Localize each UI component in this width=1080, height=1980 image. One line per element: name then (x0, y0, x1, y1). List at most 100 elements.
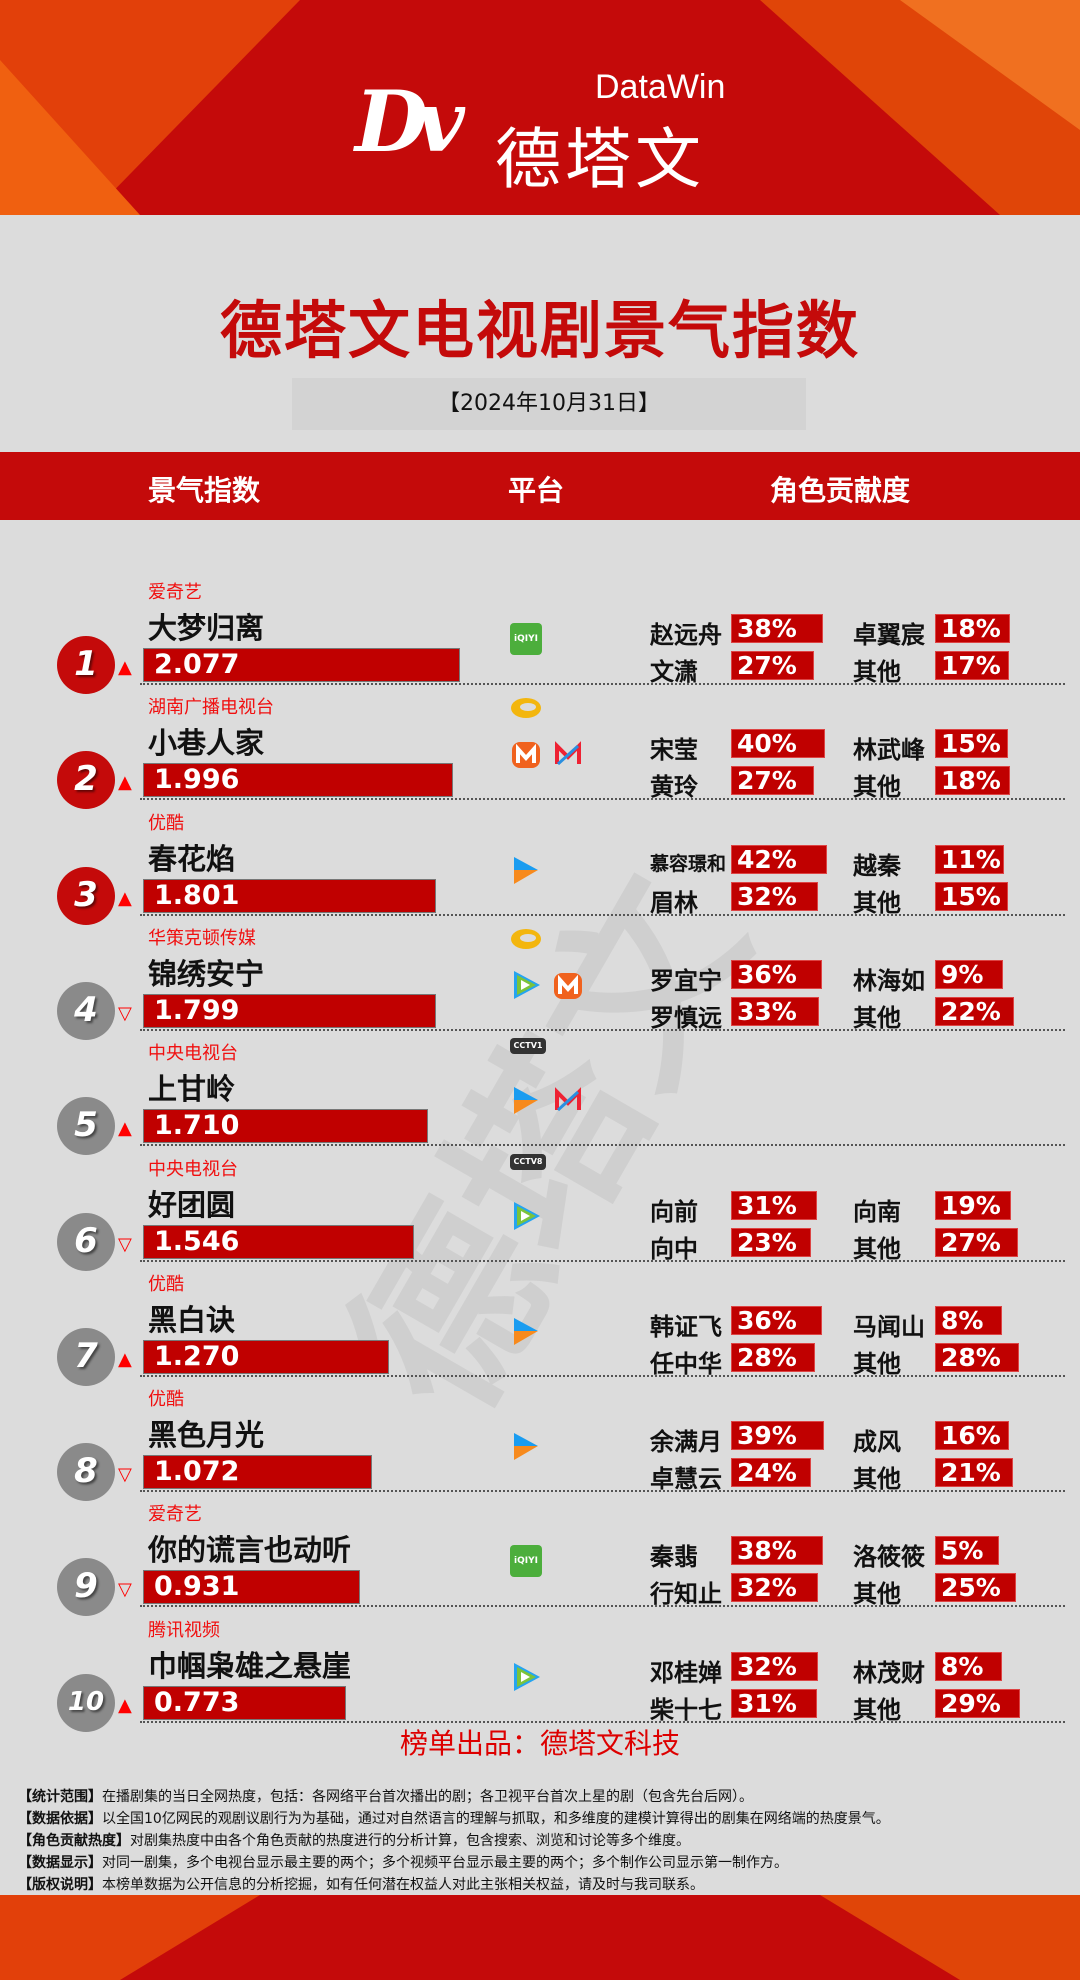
rank-badge: 7 (57, 1327, 115, 1386)
role-share-bar: 21% (935, 1458, 1013, 1488)
note-text: 对同一剧集，多个电视台显示最主要的两个；多个视频平台显示最主要的两个；多个制作公… (102, 1855, 788, 1871)
role-name: 洛筱筱 (853, 1543, 925, 1572)
index-bar: 1.801 (143, 878, 436, 913)
note-key: 【数据依据】 (18, 1811, 102, 1827)
show-title[interactable]: 你的谎言也动听 (148, 1533, 352, 1568)
role-name: 其他 (853, 1695, 901, 1724)
ranking-row: 8 ▽ 优酷 黑色月光 1.072 余满月 39% 成风 16% 卓慧云 24% 其他 21% (0, 1382, 1080, 1502)
migu-icon (552, 1084, 584, 1116)
footer-decoration (0, 1895, 1080, 1980)
col-index: 景气指数 (148, 474, 261, 507)
role-share-bar: 38% (731, 614, 824, 643)
rank-badge: 8 (57, 1443, 115, 1502)
role-name: 秦翡 (650, 1543, 698, 1572)
show-title[interactable]: 春花焰 (148, 841, 236, 876)
role-share-bar: 31% (731, 1190, 818, 1220)
credit: 榜单出品：德塔文科技 (399, 1727, 680, 1760)
index-bar: 1.996 (143, 763, 453, 798)
ranking-row: 7 ▲ 优酷 黑白诀 1.270 韩证飞 36% 马闻山 8% 任中华 28% 其他 28% (0, 1267, 1080, 1386)
show-title[interactable]: 黑白诀 (148, 1302, 236, 1337)
show-title[interactable]: 好团圆 (148, 1187, 236, 1222)
role-name: 余满月 (650, 1428, 722, 1457)
note-line: 【数据依据】以全国10亿网民的观剧议剧行为为基础，通过对自然语言的理解与抓取，和… (18, 1808, 890, 1830)
row-divider (140, 1374, 1065, 1377)
producer-label: 中央电视台 (148, 1158, 238, 1180)
index-bar: 0.773 (143, 1685, 347, 1720)
tencent-video-icon (510, 1200, 542, 1232)
youku-icon (510, 1315, 542, 1347)
role-name: 罗慎远 (650, 1003, 722, 1032)
show-title[interactable]: 大梦归离 (148, 611, 265, 645)
ranking-row: 4 ▽ 华策克顿传媒 锦绣安宁 1.799 罗宜宁 36% 林海如 9% 罗慎远 33% 其他 22% (0, 921, 1080, 1040)
role-name: 卓慧云 (650, 1465, 722, 1494)
trend-up-icon: ▲ (118, 657, 132, 678)
role-share-bar: 27% (731, 651, 814, 680)
role-share-bar: 40% (731, 729, 825, 759)
rank-badge: 9 (57, 1558, 115, 1617)
role-name: 慕容璟和 (650, 852, 727, 875)
mgtv-icon (552, 969, 584, 1001)
ranking-row: 5 ▲ 中央电视台 上甘岭 1.710 CCTV1 (0, 1036, 1080, 1156)
role-name: 其他 (853, 773, 901, 802)
producer-label: 腾讯视频 (148, 1619, 220, 1641)
role-share-bar: 27% (731, 766, 814, 796)
note-text: 对剧集热度中由各个角色贡献的热度进行的分析计算，包含搜索、浏览和讨论等多个维度。 (130, 1833, 690, 1849)
role-name: 其他 (853, 888, 901, 917)
row-divider (140, 1720, 1065, 1723)
producer-label: 爱奇艺 (148, 582, 202, 603)
ranking-row: 9 ▽ 爱奇艺 你的谎言也动听 0.931 iQIYI 秦翡 38% 洛筱筱 5% 行知止 32% 其他… (0, 1497, 1080, 1617)
col-platform: 平台 (508, 474, 565, 507)
row-divider (140, 1490, 1065, 1493)
row-divider (140, 1028, 1065, 1031)
role-share-bar: 28% (935, 1342, 1019, 1372)
role-name: 越秦 (853, 851, 901, 880)
role-share-bar: 18% (935, 766, 1011, 796)
hunan-tv-icon (510, 692, 542, 724)
role-share-bar: 9% (935, 959, 1003, 989)
role-share-bar: 17% (935, 651, 1010, 680)
notes: 【统计范围】在播剧集的当日全网热度，包括：各网络平台首次播出的剧；各卫视平台首次… (18, 1786, 890, 1896)
show-title[interactable]: 巾帼枭雄之悬崖 (148, 1648, 352, 1683)
role-name: 向中 (650, 1234, 698, 1263)
rank-badge: 1 (57, 636, 115, 694)
row-divider (140, 913, 1065, 916)
role-share-bar: 18% (935, 614, 1011, 643)
producer-label: 中央电视台 (148, 1043, 238, 1065)
producer-label: 湖南广播电视台 (148, 697, 274, 719)
role-share-bar: 28% (731, 1342, 815, 1372)
role-name: 黄玲 (650, 773, 698, 802)
note-text: 本榜单数据为公开信息的分析挖掘，如有任何潜在权益人对此主张相关权益，请及时与我司… (102, 1877, 704, 1893)
index-bar: 2.077 (143, 648, 461, 682)
ranking-row: 2 ▲ 湖南广播电视台 小巷人家 1.996 宋莹 40% 林武峰 15% 黄玲 27% 其他 18% (0, 690, 1080, 810)
row-divider (140, 798, 1065, 801)
col-roles: 角色贡献度 (770, 474, 911, 507)
producer-label: 爱奇艺 (148, 1504, 202, 1526)
row-divider (140, 1259, 1065, 1262)
role-share-bar: 27% (935, 1227, 1018, 1257)
show-title[interactable]: 上甘岭 (148, 1072, 236, 1107)
producer-label: 优酷 (148, 1273, 184, 1295)
role-name: 林茂财 (853, 1658, 925, 1687)
role-share-bar: 16% (935, 1421, 1009, 1451)
show-title[interactable]: 锦绣安宁 (148, 956, 265, 991)
youku-icon (510, 854, 542, 886)
role-share-bar: 32% (731, 1573, 819, 1603)
role-name: 其他 (853, 658, 901, 686)
role-name: 其他 (853, 1465, 901, 1494)
index-bar: 1.270 (143, 1339, 390, 1374)
index-bar: 1.710 (143, 1109, 428, 1144)
banner-decoration (0, 0, 1080, 215)
row-divider (140, 1144, 1065, 1147)
role-share-bar: 32% (731, 881, 819, 911)
rank-badge: 4 (57, 981, 115, 1040)
show-title[interactable]: 黑色月光 (148, 1418, 265, 1453)
row-divider (140, 683, 1065, 685)
show-title[interactable]: 小巷人家 (148, 726, 265, 761)
role-name: 文潇 (650, 658, 698, 686)
role-name: 宋莹 (650, 736, 698, 765)
index-bar: 0.931 (143, 1570, 360, 1605)
trend-down-icon: ▽ (118, 1579, 132, 1601)
cctv1-icon: CCTV1 (510, 1038, 546, 1055)
date-label: 【2024年10月31日】 (292, 378, 806, 430)
role-name: 其他 (853, 1234, 901, 1263)
